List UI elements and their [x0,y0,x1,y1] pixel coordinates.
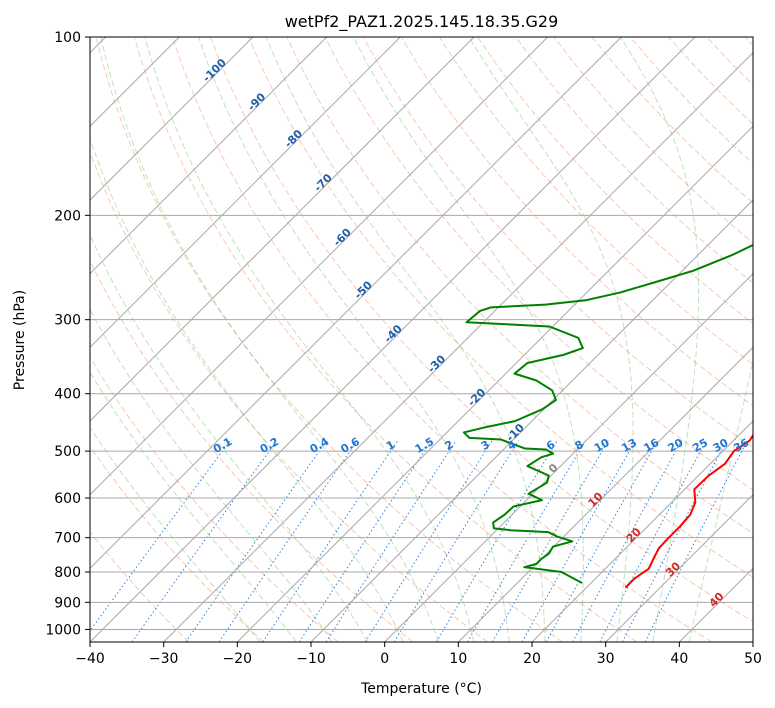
y-tick-label: 900 [54,595,81,611]
x-tick-label: 40 [670,651,688,667]
x-tick-label: 30 [597,651,615,667]
dry-adiabat [515,37,753,284]
isotherm-line [90,37,254,201]
isotherm-line [384,272,753,642]
dry-adiabat [95,37,563,642]
mixing-ratio-line [90,440,231,632]
dry-adiabat [133,37,638,642]
x-tick-label: −10 [296,651,326,667]
mixing-ratio-line [298,440,432,642]
isotherm-line [236,125,753,642]
temperature-profile-line [624,433,753,589]
x-tick-label: −40 [75,651,105,667]
isotherm-line [605,493,753,642]
mixing-ratio-line [364,440,493,642]
mixing-ratio-line [218,440,358,642]
mixing-ratio-line [521,440,637,642]
moist-adiabat [90,371,297,642]
x-tick-label: 0 [380,651,389,667]
x-tick-label: −20 [223,651,253,667]
isotherm-line [163,51,753,642]
isotherm-line [531,420,753,642]
dry-adiabat [210,37,753,623]
dewpoint-profile-line [462,243,753,584]
mixing-ratio-line [185,440,328,642]
moist-adiabat [100,37,439,642]
x-tick-label: 50 [744,651,762,667]
mixing-ratio-line [467,440,587,642]
sounding-profiles [462,243,753,589]
isotherm-line [90,37,328,275]
mixing-ratio-line [644,440,748,642]
mixing-ratio-line [435,440,558,642]
moist-adiabats [90,37,753,642]
x-tick-label: −30 [149,651,179,667]
mixing-ratio-line [572,440,683,642]
skewed-isotherms [90,37,753,642]
y-tick-label: 600 [54,491,81,507]
moist-adiabat [90,233,369,642]
moist-adiabat [688,358,753,642]
isotherm-line [90,37,549,496]
x-axis: −40 −30 −20 −10 0 10 20 30 40 50 [75,642,762,667]
x-axis-title: Temperature (°C) [360,681,482,697]
x-tick-label: 20 [523,651,541,667]
isotherm-line [90,37,696,642]
y-tick-label: 500 [54,444,81,460]
mixing-ratio-line [325,440,457,642]
mixing-ratio-line [131,440,278,642]
y-axis-title: Pressure (hPa) [12,290,28,390]
isotherm-line [90,37,622,570]
moist-adiabat [620,37,700,642]
isotherm-line [90,37,401,349]
dry-adiabat [90,531,190,642]
y-tick-label: 700 [54,531,81,547]
isotherm-line [310,199,753,642]
chart-title: wetPf2_PAZ1.2025.145.18.35.G29 [285,12,559,32]
moist-adiabat [144,37,475,642]
dry-adiabat [90,445,264,642]
moist-adiabat [90,136,404,642]
isotherm-line [90,37,475,422]
moist-adiabat [90,426,261,642]
moist-adiabat [353,37,584,642]
dry-adiabat [439,37,753,366]
moist-adiabat [265,37,546,642]
mixing-ratio-line [545,440,659,642]
moist-adiabat [198,37,510,642]
y-tick-label: 100 [54,30,81,46]
y-tick-label: 1000 [45,622,81,638]
isotherm-line [457,346,753,642]
x-tick-label: 10 [449,651,467,667]
y-tick-label: 200 [54,208,81,224]
y-tick-label: 300 [54,313,81,329]
dry-adiabat [400,37,753,407]
dry-adiabat [90,150,488,642]
y-tick-label: 400 [54,387,81,403]
dry-adiabat [248,37,753,578]
plot-frame [89,36,754,643]
dry-adiabat [90,356,339,642]
plot-area: 0.1 0.2 0.4 0.6 1 1.5 2 3 4 6 8 10 13 16 20 25 30 36-100-… [90,37,753,642]
y-axis: 100 200 300 400 500 600 700 800 900 1000 [45,30,90,638]
mixing-ratio-line [262,440,399,642]
y-tick-label: 800 [54,565,81,581]
